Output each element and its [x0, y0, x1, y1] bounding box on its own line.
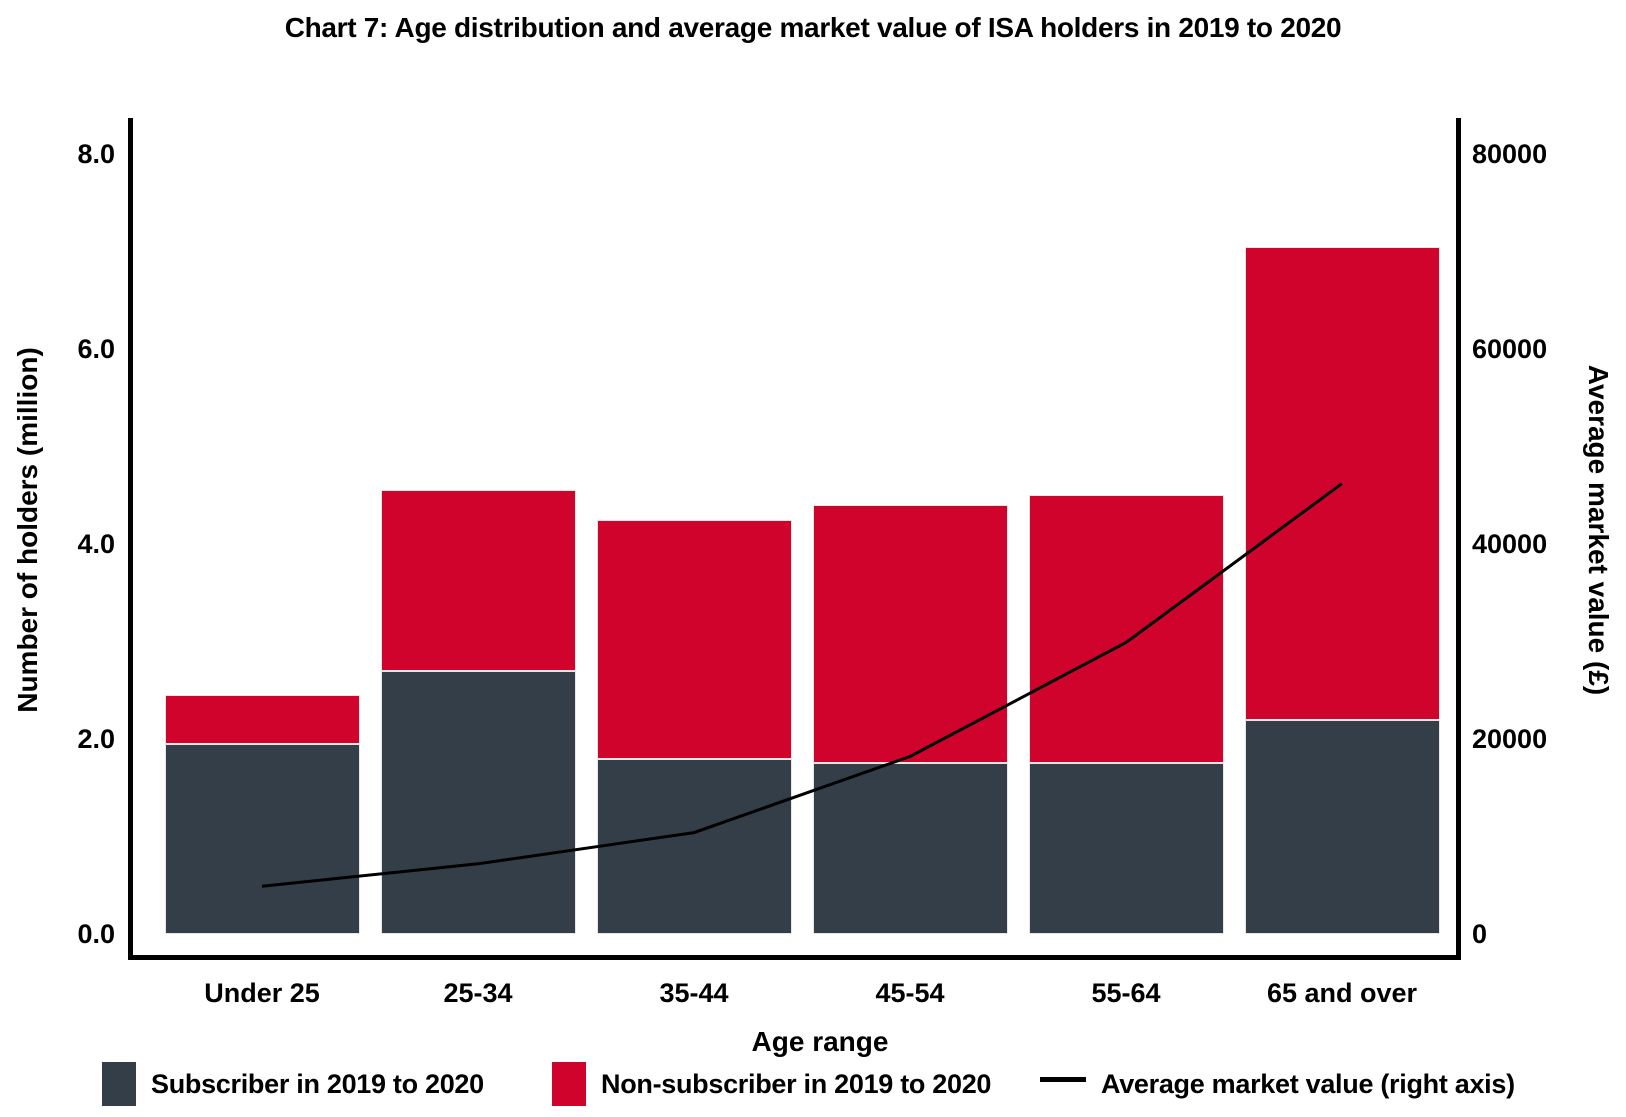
- bar-segment-non-subscriber: [1028, 495, 1224, 764]
- right-axis-tick-label: 20000: [1472, 724, 1548, 754]
- legend-label-subscriber: Subscriber in 2019 to 2020: [151, 1068, 484, 1099]
- left-axis-tick-label: 8.0: [77, 139, 115, 169]
- right-axis-tick-label: 80000: [1472, 139, 1548, 169]
- x-axis-tick-label: Under 25: [204, 978, 320, 1008]
- bar-segment-non-subscriber: [812, 505, 1008, 764]
- right-axis-tick-label: 40000: [1472, 529, 1548, 559]
- bottom-axis-spine: [128, 955, 1461, 960]
- legend-label-non-subscriber: Non-subscriber in 2019 to 2020: [601, 1068, 992, 1099]
- bar-segment-subscriber: [596, 758, 792, 934]
- legend-item-average-market-value: Average market value (right axis): [1040, 1060, 1515, 1108]
- bar-segment-non-subscriber: [596, 519, 792, 759]
- left-axis-tick-label: 6.0: [77, 334, 115, 364]
- left-axis-tick-label: 2.0: [77, 724, 115, 754]
- x-axis-tick-label: 65 and over: [1266, 978, 1418, 1008]
- legend-item-non-subscriber: Non-subscriber in 2019 to 2020: [552, 1060, 991, 1108]
- bar-segment-subscriber: [1028, 763, 1224, 934]
- bar-segment-non-subscriber: [380, 490, 576, 671]
- chart-title: Chart 7: Age distribution and average ma…: [284, 12, 1342, 43]
- subscriber-swatch-icon: [102, 1062, 136, 1106]
- bar-segment-non-subscriber: [164, 695, 360, 744]
- left-axis-spine: [128, 118, 133, 960]
- legend-label-average-market-value: Average market value (right axis): [1101, 1068, 1515, 1099]
- left-axis-tick-label: 0.0: [77, 919, 115, 949]
- x-axis-tick-label: 35-44: [659, 978, 729, 1008]
- left-axis-tick-label: 4.0: [77, 529, 115, 559]
- right-axis-spine: [1456, 118, 1461, 960]
- line-marker-icon: [1040, 1076, 1086, 1082]
- x-axis-title: Age range: [751, 1026, 889, 1057]
- bar-segment-subscriber: [1244, 719, 1440, 934]
- legend-item-subscriber: Subscriber in 2019 to 2020: [102, 1060, 484, 1108]
- bar-segment-non-subscriber: [1244, 246, 1440, 720]
- right-axis-tick-label: 60000: [1472, 334, 1548, 364]
- bar-segment-subscriber: [380, 670, 576, 934]
- bar-segment-subscriber: [812, 763, 1008, 934]
- right-axis-tick-label: 0: [1472, 919, 1488, 949]
- x-axis-tick-label: 25-34: [443, 978, 513, 1008]
- x-axis-tick-label: 45-54: [875, 978, 945, 1008]
- bar-segment-subscriber: [164, 743, 360, 934]
- x-axis-tick-label: 55-64: [1091, 978, 1161, 1008]
- non-subscriber-swatch-icon: [552, 1062, 586, 1106]
